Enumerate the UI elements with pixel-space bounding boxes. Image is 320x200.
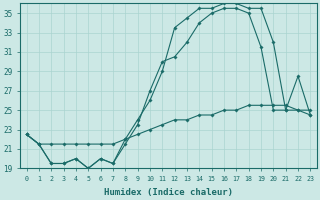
X-axis label: Humidex (Indice chaleur): Humidex (Indice chaleur) <box>104 188 233 197</box>
